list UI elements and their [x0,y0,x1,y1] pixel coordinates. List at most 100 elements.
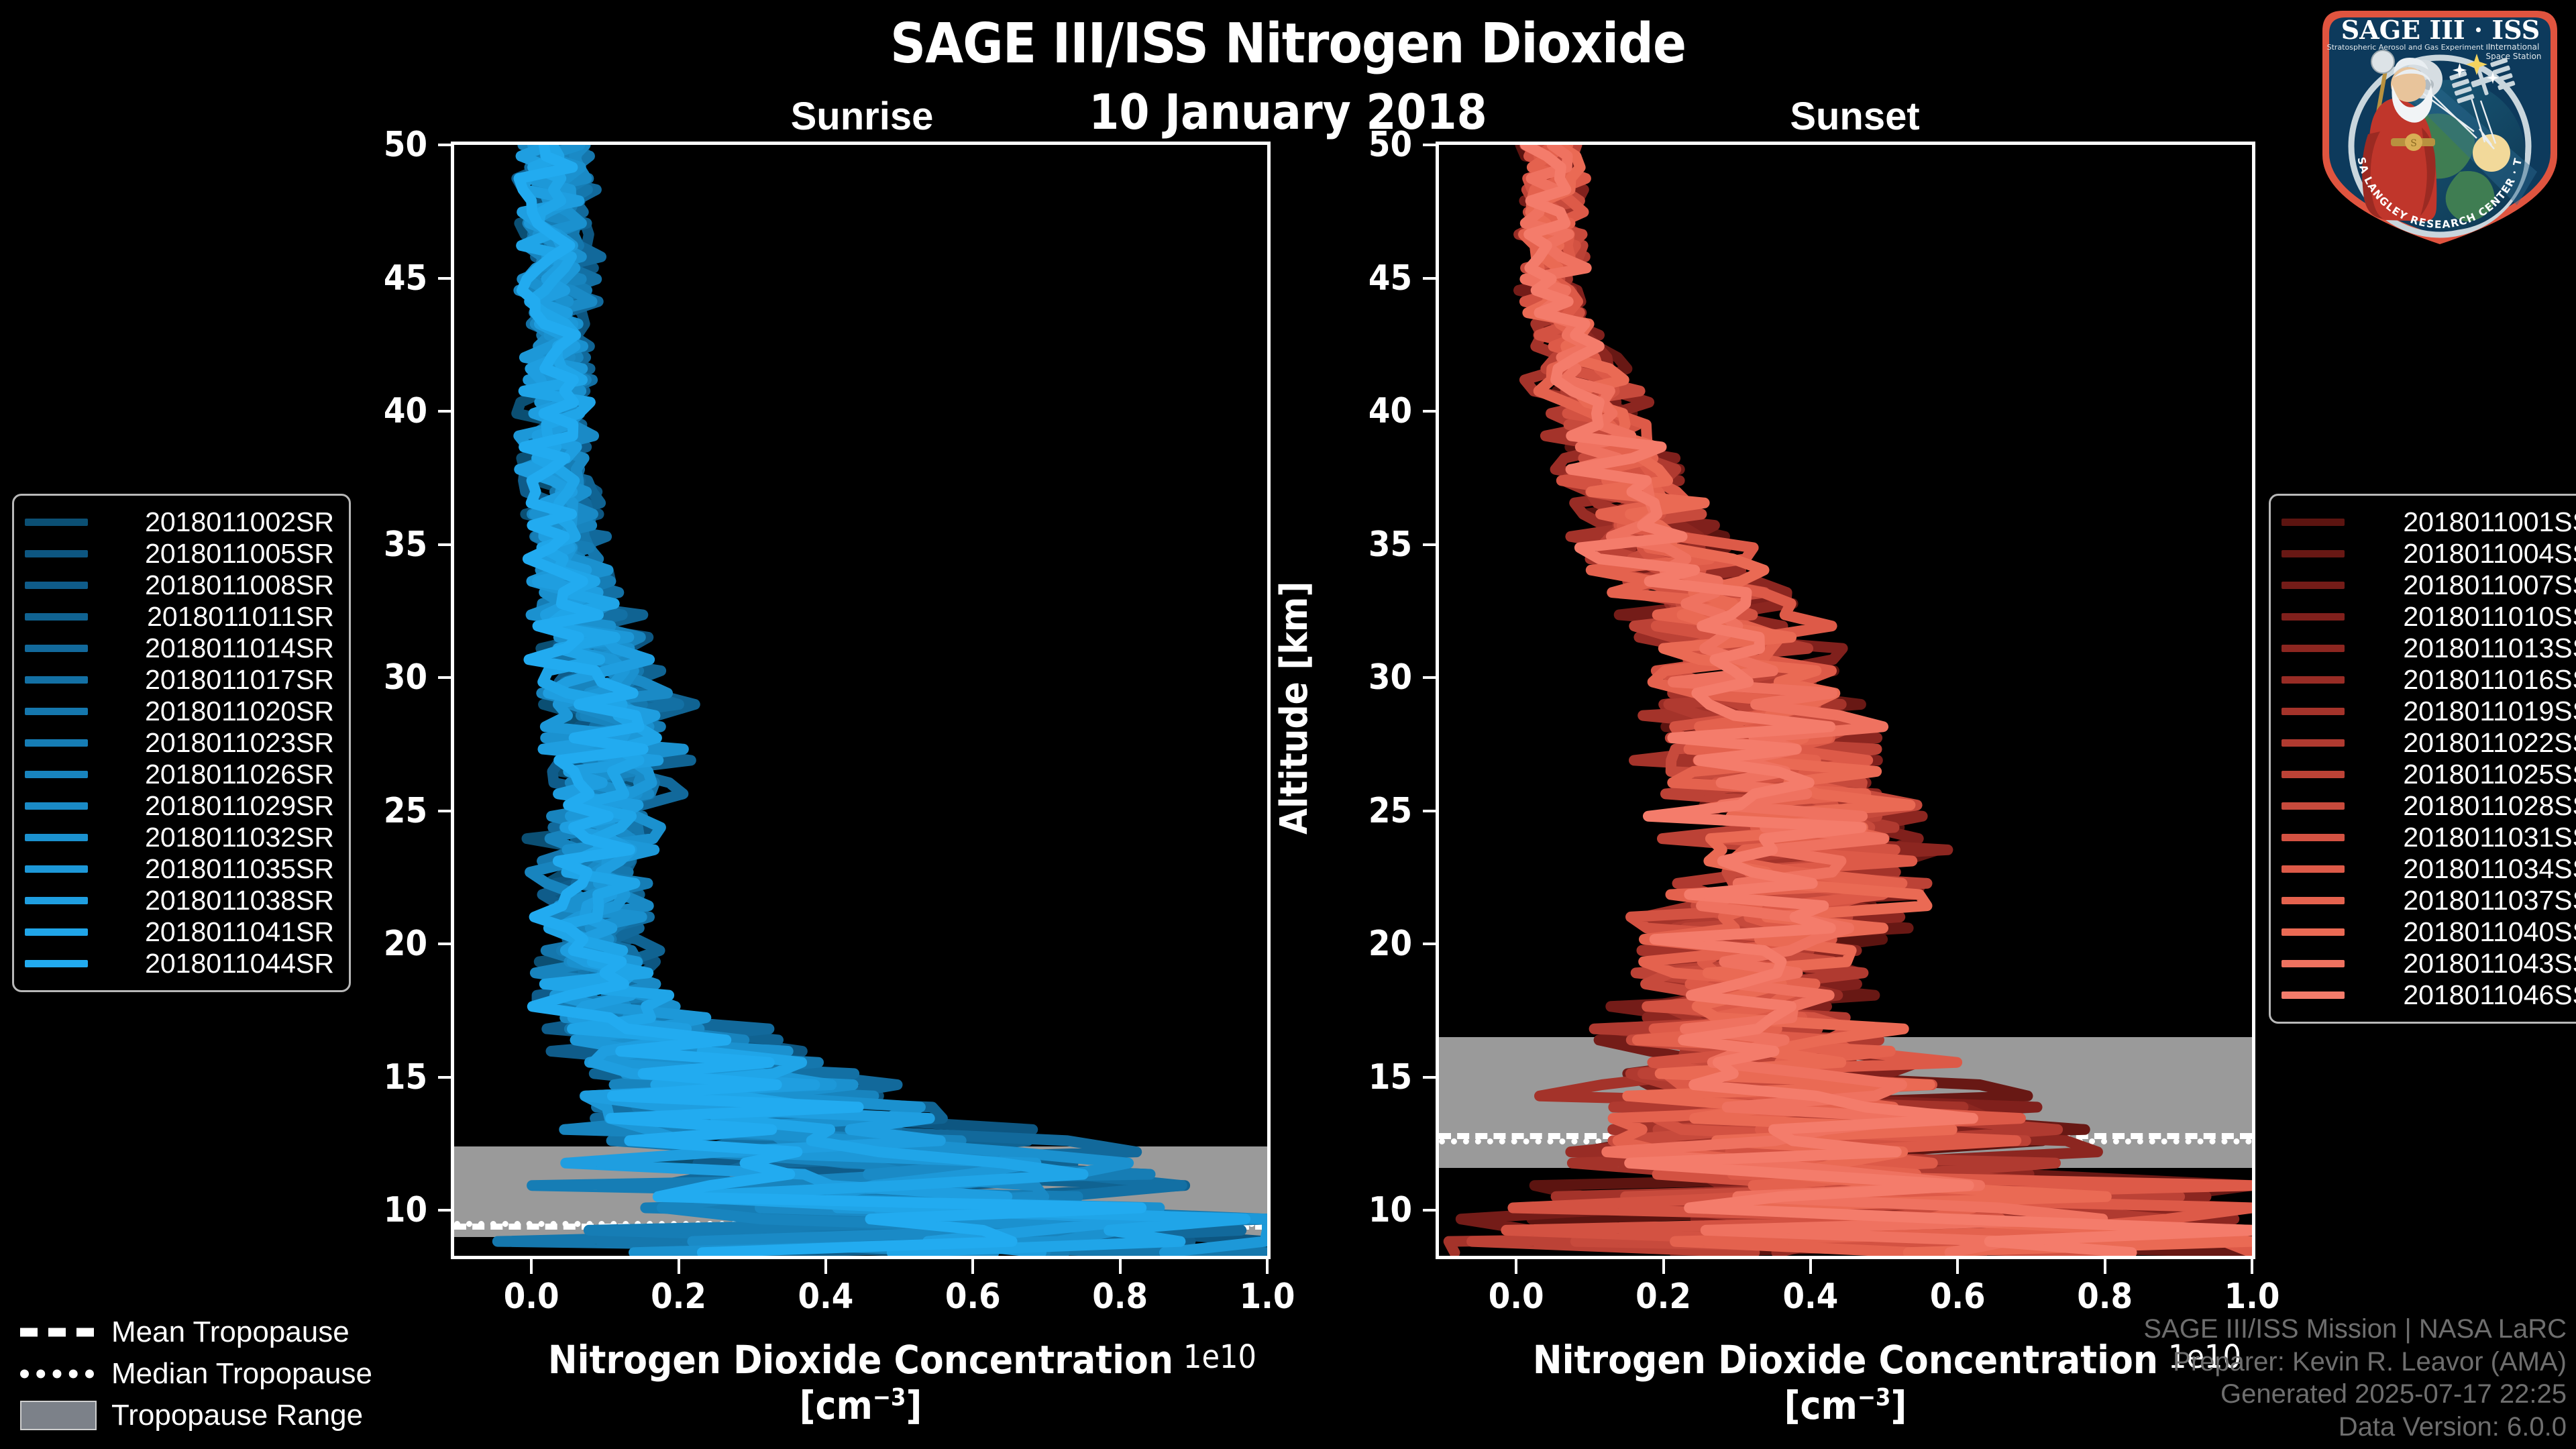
legend-item[interactable]: 2018011014SR [25,633,334,664]
legend-series-label: 2018011019SS [2403,696,2576,727]
y-axis-tick-label: 10 [1368,1190,1412,1231]
legend-item-median-tropopause[interactable]: Median Tropopause [20,1353,372,1395]
x-axis-label-line2: [cm−3] [799,1383,922,1429]
legend-item[interactable]: 2018011026SR [25,759,334,790]
legend-item[interactable]: 2018011038SR [25,885,334,916]
legend-color-swatch [25,676,88,684]
y-axis-tick-label: 35 [383,524,427,565]
date-subtitle: 10 January 2018 [1089,84,1487,140]
x-axis-tick-mark [971,1259,975,1274]
legend-series-label: 2018011032SR [145,822,334,853]
legend-item[interactable]: 2018011001SS [2282,506,2576,538]
legend-color-swatch [2282,928,2345,936]
profile-line [1520,145,2252,1256]
x-axis-tick-mark [1118,1259,1122,1274]
legend-series-label: 2018011016SS [2403,664,2576,695]
legend-series-label: 2018011044SR [145,948,334,979]
y-axis-tick-mark [1423,1209,1438,1212]
legend-item[interactable]: 2018011023SR [25,727,334,759]
legend-item[interactable]: 2018011010SS [2282,601,2576,633]
legend-item[interactable]: 2018011008SR [25,570,334,601]
x-axis-label: Nitrogen Dioxide Concentration [cm−3] [1385,1337,2306,1429]
series-legend-sunset[interactable]: 2018011001SS 2018011004SS 2018011007SS 2018… [2269,494,2576,1024]
legend-item[interactable]: 2018011044SR [25,948,334,979]
legend-item-tropopause-range[interactable]: Tropopause Range [20,1395,372,1436]
svg-text:SAGE III · ISS: SAGE III · ISS [2341,15,2540,45]
series-legend-sunrise[interactable]: 2018011002SR 2018011005SR 2018011008SR 2018… [12,494,351,992]
y-axis-tick-mark [1423,676,1438,680]
x-axis-tick-label: 0.2 [651,1277,706,1317]
legend-color-swatch [25,834,88,841]
legend-item[interactable]: 2018011032SR [25,822,334,853]
legend-series-label: 2018011013SS [2403,633,2576,663]
y-axis-tick-label: 40 [1368,391,1412,432]
legend-color-swatch [25,928,88,936]
dotted-line-icon [20,1366,94,1382]
plot-panel-sunset[interactable] [1436,142,2255,1259]
legend-item[interactable]: 2018011028SS [2282,790,2576,822]
legend-item[interactable]: 2018011043SS [2282,948,2576,979]
legend-series-label: 2018011028SS [2403,790,2576,821]
legend-color-swatch [25,865,88,873]
y-axis-tick-label: 15 [1368,1057,1412,1097]
legend-color-swatch [2282,991,2345,999]
legend-item[interactable]: 2018011020SR [25,696,334,727]
legend-series-label: 2018011022SS [2403,727,2576,758]
legend-item[interactable]: 2018011031SS [2282,822,2576,853]
legend-item[interactable]: 2018011046SS [2282,979,2576,1011]
legend-color-swatch [2282,865,2345,873]
legend-item[interactable]: 2018011016SS [2282,664,2576,696]
legend-color-swatch [2282,519,2345,526]
legend-color-swatch [25,960,88,967]
x-axis-tick-label: 0.4 [798,1277,854,1317]
y-axis-tick-label: 20 [383,924,427,965]
y-axis-tick-label: 45 [1368,258,1412,299]
legend-item[interactable]: 2018011037SS [2282,885,2576,916]
legend-item[interactable]: 2018011040SS [2282,916,2576,948]
legend-series-label: 2018011046SS [2403,979,2576,1010]
svg-text:International: International [2488,42,2540,52]
legend-item-mean-tropopause[interactable]: Mean Tropopause [20,1311,372,1353]
legend-item[interactable]: 2018011005SR [25,538,334,570]
legend-item[interactable]: 2018011011SR [25,601,334,633]
legend-color-swatch [2282,739,2345,747]
legend-item[interactable]: 2018011035SR [25,853,334,885]
legend-series-label: 2018011008SR [145,570,334,600]
x-axis-tick-mark [1809,1259,1812,1274]
legend-item[interactable]: 2018011041SR [25,916,334,948]
plot-panel-sunrise[interactable] [451,142,1271,1259]
y-axis-tick-mark [1423,144,1438,146]
y-axis-tick-label: 45 [383,258,427,299]
y-axis-tick-label: 40 [383,391,427,432]
legend-series-label: 2018011043SS [2403,948,2576,979]
legend-color-swatch [25,739,88,747]
svg-text:Stratospheric Aerosol and Gas: Stratospheric Aerosol and Gas Experiment… [2327,43,2493,52]
legend-item[interactable]: 2018011017SR [25,664,334,696]
x-axis-tick-mark [2251,1259,2253,1274]
legend-series-label: 2018011029SR [145,790,334,821]
y-axis-tick-mark [438,1075,453,1079]
legend-item[interactable]: 2018011029SR [25,790,334,822]
legend-item[interactable]: 2018011025SS [2282,759,2576,790]
legend-item[interactable]: 2018011002SR [25,506,334,538]
panel-title-sunrise: Sunrise [790,95,934,138]
legend-series-label: 2018011025SS [2403,759,2576,790]
x-axis-tick-label: 0.0 [1488,1277,1544,1317]
tropopause-legend[interactable]: Mean Tropopause Median Tropopause Tropop… [20,1311,372,1436]
legend-item[interactable]: 2018011022SS [2282,727,2576,759]
y-axis-tick-mark [438,144,453,146]
svg-text:S: S [2410,138,2417,149]
legend-item[interactable]: 2018011004SS [2282,538,2576,570]
x-axis-tick-label: 0.2 [1635,1277,1691,1317]
legend-series-label: 2018011011SR [147,601,334,632]
legend-item[interactable]: 2018011007SS [2282,570,2576,601]
credit-line-mission: SAGE III/ISS Mission | NASA LaRC [2143,1313,2567,1344]
y-axis-tick-label: 50 [1368,125,1412,165]
x-axis-tick-label: 0.0 [503,1277,559,1317]
legend-item[interactable]: 2018011034SS [2282,853,2576,885]
legend-item[interactable]: 2018011019SS [2282,696,2576,727]
y-axis-tick-mark [1423,543,1438,546]
legend-item[interactable]: 2018011013SS [2282,633,2576,664]
y-axis-tick-mark [1423,1075,1438,1079]
credit-line-version: Data Version: 6.0.0 [2338,1412,2567,1442]
